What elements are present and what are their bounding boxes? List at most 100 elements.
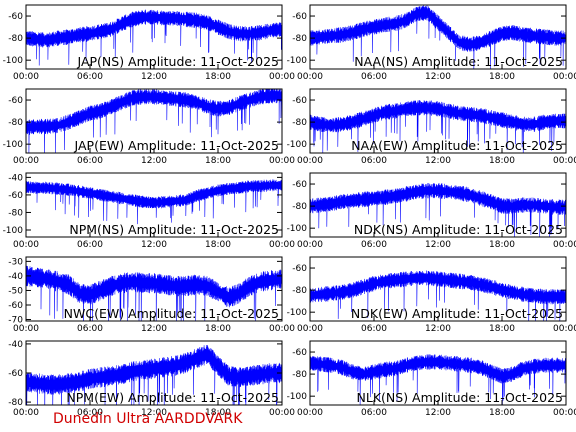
y-tick-label: -80 (8, 398, 23, 408)
x-tick-label: 06:00 (77, 72, 103, 82)
x-tick-label: 00:00 (553, 72, 576, 82)
chart-panel: -60 -80 -100 00:00 06:00 12:00 18:00 00:00 NAA(N… (287, 4, 576, 82)
y-tick-label: -50 (8, 286, 23, 296)
y-tick-label: -60 (292, 180, 307, 190)
x-tick-label: 18:00 (205, 240, 231, 250)
x-tick-label: 00:00 (13, 72, 39, 82)
x-tick-label: 12:00 (425, 156, 451, 166)
x-tick-label: 18:00 (489, 240, 515, 250)
x-tick-label: 06:00 (361, 72, 387, 82)
y-tick-label: -60 (8, 191, 23, 201)
series-line (26, 179, 282, 225)
x-tick-label: 06:00 (77, 324, 103, 334)
x-tick-label: 12:00 (425, 72, 451, 82)
x-tick-label: 00:00 (297, 72, 323, 82)
x-tick-label: 12:00 (425, 408, 451, 418)
y-tick-label: -70 (8, 316, 23, 326)
y-tick-label: -80 (292, 202, 307, 212)
x-tick-label: 06:00 (77, 156, 103, 166)
y-tick-label: -40 (8, 272, 23, 282)
y-tick-label: -100 (287, 140, 308, 150)
y-tick-label: -60 (8, 301, 23, 311)
y-tick-label: -100 (287, 392, 308, 402)
x-tick-label: 18:00 (205, 324, 231, 334)
x-tick-label: 18:00 (205, 408, 231, 418)
x-tick-label: 00:00 (269, 72, 295, 82)
chart-panel: -60 -80 -100 00:00 06:00 12:00 18:00 00:00 NDK(N… (287, 172, 576, 250)
series-line (26, 89, 282, 153)
y-tick-label: -40 (8, 173, 23, 183)
y-tick-label: -80 (292, 118, 307, 128)
x-tick-label: 00:00 (269, 240, 295, 250)
y-tick-label: -40 (8, 340, 23, 350)
x-tick-label: 00:00 (13, 240, 39, 250)
y-tick-label: -80 (292, 286, 307, 296)
y-tick-label: -100 (287, 308, 308, 318)
y-tick-label: -80 (8, 118, 23, 128)
y-tick-label: -80 (292, 34, 307, 44)
x-tick-label: 00:00 (297, 156, 323, 166)
chart-panel: -40 -60 -80 -100 00:00 06:00 12:00 18:00 00:00 NP… (3, 172, 295, 250)
x-tick-label: 00:00 (553, 240, 576, 250)
x-tick-label: 00:00 (553, 156, 576, 166)
chart-title: JAP(NS) Amplitude: 11-Oct-2025 (76, 54, 279, 69)
x-tick-label: 00:00 (269, 156, 295, 166)
x-tick-label: 00:00 (553, 408, 576, 418)
y-tick-label: -60 (8, 96, 23, 106)
y-tick-label: -30 (8, 257, 23, 267)
y-tick-label: -60 (8, 12, 23, 22)
x-tick-label: 18:00 (489, 72, 515, 82)
x-tick-label: 12:00 (141, 72, 167, 82)
x-tick-label: 06:00 (77, 408, 103, 418)
x-tick-label: 12:00 (141, 156, 167, 166)
chart-panel: -60 -80 -100 00:00 06:00 12:00 18:00 00:00 JAP(E… (3, 88, 295, 166)
x-tick-label: 00:00 (297, 408, 323, 418)
series-line (310, 270, 566, 321)
y-tick-label: -80 (292, 370, 307, 380)
x-tick-label: 12:00 (141, 408, 167, 418)
x-tick-label: 18:00 (489, 324, 515, 334)
x-tick-label: 12:00 (141, 240, 167, 250)
chart-panel: -60 -80 -100 00:00 06:00 12:00 18:00 00:00 NAA(E… (287, 88, 576, 166)
series-line (310, 182, 566, 237)
chart-panel: -60 -80 -100 00:00 06:00 12:00 18:00 00:00 NLK(N… (287, 340, 576, 418)
y-tick-label: -100 (3, 56, 24, 66)
y-tick-label: -80 (8, 208, 23, 218)
y-tick-label: -80 (8, 34, 23, 44)
x-tick-label: 00:00 (13, 324, 39, 334)
x-tick-label: 06:00 (361, 156, 387, 166)
x-tick-label: 18:00 (205, 156, 231, 166)
series-line (26, 344, 282, 405)
y-tick-label: -60 (292, 12, 307, 22)
x-tick-label: 06:00 (361, 408, 387, 418)
chart-title: NWC(EW) Amplitude: 11-Oct-2025 (64, 306, 279, 321)
x-tick-label: 06:00 (361, 324, 387, 334)
y-tick-label: -100 (3, 226, 24, 236)
y-tick-label: -60 (8, 369, 23, 379)
x-tick-label: 00:00 (297, 324, 323, 334)
y-tick-label: -60 (292, 348, 307, 358)
x-tick-label: 00:00 (269, 324, 295, 334)
chart-panel: -60 -80 -100 00:00 06:00 12:00 18:00 00:00 NDK(E… (287, 256, 576, 334)
chart-title: NLK(NS) Amplitude: 11-Oct-2025 (357, 390, 563, 405)
x-tick-label: 00:00 (269, 408, 295, 418)
series-line (26, 265, 282, 321)
x-tick-label: 18:00 (489, 156, 515, 166)
x-tick-label: 00:00 (297, 240, 323, 250)
chart-title: NAA(EW) Amplitude: 11-Oct-2025 (351, 138, 563, 153)
x-tick-label: 12:00 (425, 324, 451, 334)
series-line (26, 9, 282, 66)
y-tick-label: -100 (3, 140, 24, 150)
x-tick-label: 18:00 (489, 408, 515, 418)
chart-title: NAA(NS) Amplitude: 11-Oct-2025 (354, 54, 563, 69)
x-tick-label: 12:00 (141, 324, 167, 334)
x-tick-label: 06:00 (361, 240, 387, 250)
x-tick-label: 06:00 (77, 240, 103, 250)
x-tick-label: 00:00 (13, 156, 39, 166)
chart-title: NDK(NS) Amplitude: 11-Oct-2025 (354, 222, 563, 237)
station-footer: Dunedin Ultra AARDDVARK (53, 411, 243, 427)
